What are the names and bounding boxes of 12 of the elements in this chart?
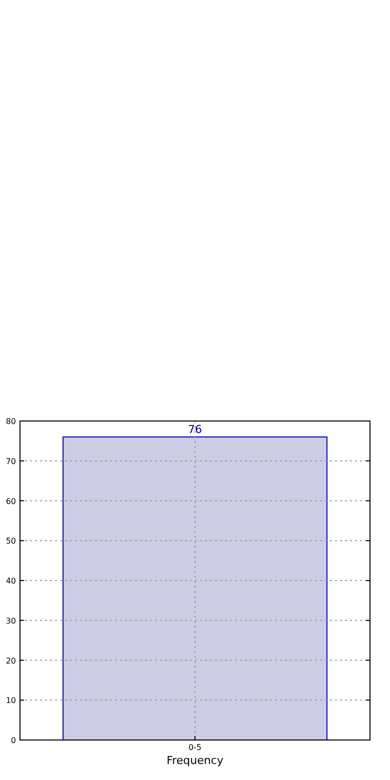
data-label: 76: [188, 422, 202, 436]
x-tick-label: 0-5: [188, 743, 202, 752]
y-tick-label: 50: [6, 536, 16, 546]
y-tick-label: 40: [6, 576, 16, 586]
y-tick-label: 10: [6, 696, 16, 706]
y-tick-label: 60: [6, 496, 16, 506]
y-tick-label: 80: [6, 417, 16, 426]
y-tick-label: 0: [10, 736, 16, 745]
y-tick-label: 30: [6, 616, 16, 626]
y-tick-label: 70: [6, 456, 16, 466]
y-tick-label: 20: [6, 656, 16, 666]
x-axis-title: Frequency: [166, 754, 224, 767]
